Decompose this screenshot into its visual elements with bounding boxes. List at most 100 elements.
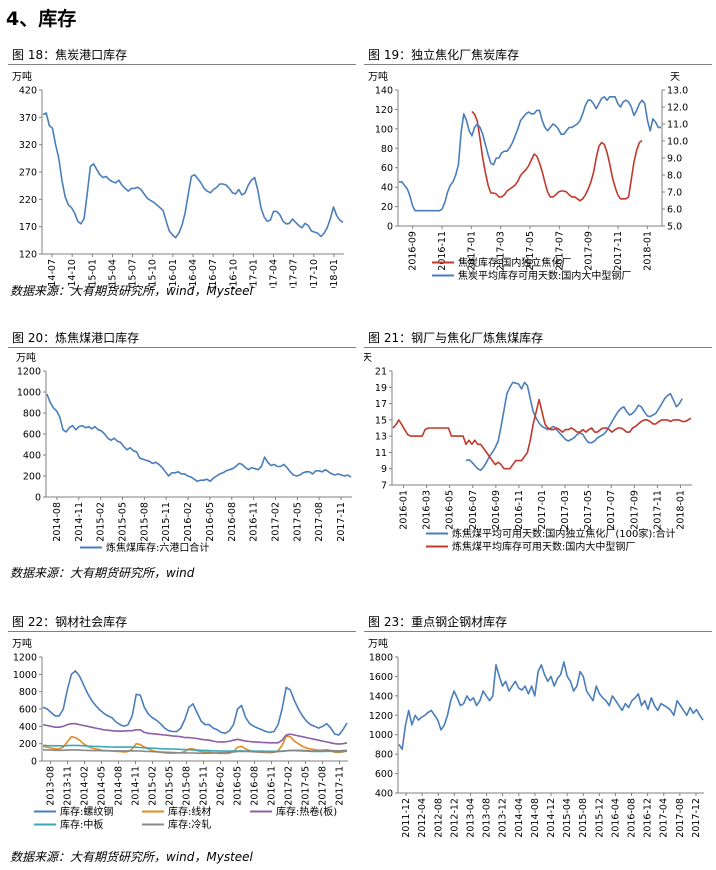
chart-title: 图 21：钢厂与焦化厂炼焦煤库存	[368, 331, 544, 345]
y-right-tick-label: 10.0	[667, 137, 688, 148]
chart-plot: 万吨 400 600 800 1000 1200 1400 1600 1800 2011-12 20…	[368, 637, 704, 838]
y-right-tick-label: 11.0	[667, 120, 688, 131]
x-tick-label: 2012-04	[417, 798, 428, 838]
x-tick-label: 2014-04	[514, 798, 525, 838]
x-tick-label: 2017-08	[675, 798, 686, 838]
x-tick-label: 2017-11	[613, 231, 624, 271]
y-tick-label: 800	[375, 750, 393, 761]
y-tick-label: 20	[381, 202, 393, 213]
x-tick-label: 2017-11	[335, 766, 346, 806]
y-tick-label: 170	[19, 222, 37, 233]
section-title: 4、库存	[6, 8, 77, 30]
y-tick-label: 15	[375, 415, 387, 426]
legend-label: 焦炭平均库存可用天数:国内大中型钢厂	[458, 269, 631, 282]
x-tick-label: 2015-07	[128, 259, 139, 288]
legend-label: 库存:中板	[60, 818, 103, 831]
source-note: 数据来源：大有期货研究所，wind，Mysteel	[10, 850, 253, 864]
y-tick-label: 1800	[369, 653, 393, 664]
x-tick-label: 2016-10	[228, 259, 239, 288]
y-axis-unit: 万吨	[12, 70, 32, 83]
y-tick-label: 17	[375, 399, 387, 410]
y-tick-label: 1200	[369, 711, 393, 722]
y-tick-label: 140	[375, 86, 393, 97]
x-tick-label: 2017-07	[289, 259, 300, 288]
x-tick-label: 2015-08	[182, 766, 193, 806]
y-tick-label: 800	[19, 687, 37, 698]
y-tick-label: 9	[381, 464, 387, 475]
y-tick-label: 320	[19, 140, 37, 151]
y-tick-label: 0	[31, 757, 37, 768]
x-tick-label: 2018-01	[329, 259, 340, 288]
x-tick-label: 2017-07	[606, 490, 617, 530]
x-tick-label: 2016-08	[627, 798, 638, 838]
y-tick-label: 19	[375, 383, 387, 394]
y-tick-label: 1000	[17, 388, 41, 399]
y-tick-label: 0	[35, 493, 41, 504]
y-axis-unit: 万吨	[16, 351, 36, 364]
title-rule	[8, 64, 356, 65]
x-tick-label: 2017-07	[554, 231, 565, 271]
x-tick-label: 2016-08	[250, 766, 261, 806]
x-tick-label: 2016-03	[422, 490, 433, 530]
x-tick-label: 2015-04	[107, 259, 118, 288]
x-tick-label: 2017-03	[496, 231, 507, 271]
x-tick-label: 2016-09	[408, 231, 419, 271]
x-tick-label: 2015-01	[87, 259, 98, 288]
series-line-3	[42, 722, 348, 745]
x-tick-label: 2016-11	[437, 231, 448, 271]
y-tick-label: 40	[381, 183, 393, 194]
series-line-1	[46, 393, 352, 483]
y-tick-label: 1200	[17, 367, 41, 378]
y-tick-label: 1000	[369, 730, 393, 741]
x-tick-label: 2015-11	[161, 502, 172, 542]
legend-label: 炼焦煤平均库存可用天数:国内大中型钢厂	[452, 540, 635, 553]
x-tick-label: 2017-11	[336, 502, 347, 542]
x-tick-label: 2016-07	[468, 490, 479, 530]
y-tick-label: 370	[19, 113, 37, 124]
y-tick-label: 800	[23, 409, 41, 420]
x-tick-label: 2014-05	[97, 766, 108, 806]
x-tick-label: 2017-01	[537, 490, 548, 530]
x-tick-label: 2017-02	[284, 766, 295, 806]
x-tick-label: 2014-11	[131, 766, 142, 806]
source-note: 数据来源：大有期货研究所，wind	[10, 566, 195, 580]
x-tick-label: 2016-11	[514, 490, 525, 530]
x-tick-label: 2016-08	[227, 502, 238, 542]
legend-label: 库存:线材	[168, 805, 211, 818]
y-tick-label: 60	[381, 163, 393, 174]
x-tick-label: 2011-12	[401, 798, 412, 838]
x-tick-label: 2018-01	[642, 231, 653, 271]
title-rule	[8, 347, 356, 348]
y-axis-unit: 天	[364, 353, 372, 364]
chart-mill-coking-coal-inventory: 图 21：钢厂与焦化厂炼焦煤库存 天 7 9 11 13 15 17 19 21 2016-01 2…	[364, 327, 712, 563]
x-tick-label: 2016-02	[216, 766, 227, 806]
x-tick-label: 2017-05	[292, 502, 303, 542]
y-axis-unit: 万吨	[368, 637, 388, 650]
x-tick-label: 2016-11	[267, 766, 278, 806]
y-axis-unit: 万吨	[368, 70, 388, 83]
y-tick-label: 120	[19, 250, 37, 261]
x-tick-label: 2015-12	[594, 798, 605, 838]
title-rule	[364, 64, 712, 65]
series-line-1	[471, 110, 643, 202]
y-tick-label: 13	[375, 432, 387, 443]
x-tick-label: 2012-08	[433, 798, 444, 838]
series-line-2	[399, 95, 661, 212]
series-line-1	[398, 661, 704, 751]
series-line-2	[392, 398, 692, 470]
x-tick-label: 2017-02	[271, 502, 282, 542]
x-tick-label: 2016-04	[610, 798, 621, 838]
legend-label: 库存:螺纹钢	[60, 805, 113, 818]
x-tick-label: 2017-01	[248, 259, 259, 288]
y-tick-label: 1600	[369, 672, 393, 683]
legend-label: 库存:冷轧	[168, 818, 211, 831]
x-tick-label: 2015-02	[148, 766, 159, 806]
x-tick-label: 2015-10	[148, 259, 159, 288]
x-tick-label: 2013-08	[482, 798, 493, 838]
x-tick-label: 2016-11	[249, 502, 260, 542]
x-tick-label: 2013-12	[498, 798, 509, 838]
x-tick-label: 2016-04	[188, 259, 199, 288]
x-tick-label: 2016-01	[168, 259, 179, 288]
y-tick-label: 220	[19, 195, 37, 206]
x-tick-label: 2014-08	[52, 502, 63, 542]
